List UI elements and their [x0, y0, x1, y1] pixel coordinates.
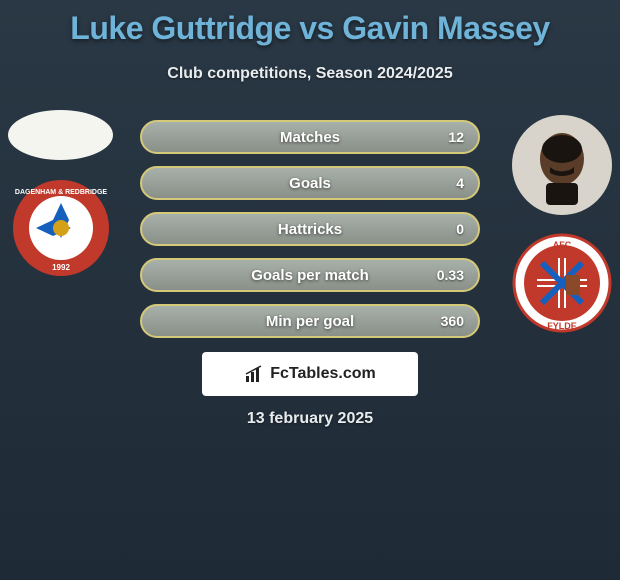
attribution-badge: FcTables.com — [202, 352, 418, 396]
chart-icon — [244, 364, 264, 384]
svg-text:DAGENHAM & REDBRIDGE: DAGENHAM & REDBRIDGE — [14, 189, 107, 196]
stat-bar: Min per goal 360 — [140, 304, 480, 338]
stat-value-right: 4 — [456, 175, 464, 191]
svg-text:AFC: AFC — [553, 240, 572, 250]
stat-value-right: 0 — [456, 221, 464, 237]
club-badge-left: DAGENHAM & REDBRIDGE 1992 — [11, 178, 111, 278]
stat-label: Goals — [289, 175, 331, 192]
date-text: 13 february 2025 — [247, 410, 373, 428]
svg-text:1992: 1992 — [52, 263, 70, 272]
stat-label: Goals per match — [251, 267, 369, 284]
stat-bar: Hattricks 0 — [140, 212, 480, 246]
player-avatar-right — [512, 115, 612, 215]
stat-value-right: 0.33 — [437, 267, 464, 283]
subtitle: Club competitions, Season 2024/2025 — [0, 65, 620, 83]
stat-bar: Matches 12 — [140, 120, 480, 154]
page-title: Luke Guttridge vs Gavin Massey — [0, 0, 620, 47]
left-column: DAGENHAM & REDBRIDGE 1992 — [8, 110, 113, 278]
stat-label: Matches — [280, 129, 340, 146]
attribution-text: FcTables.com — [270, 365, 376, 383]
stat-value-right: 12 — [448, 129, 464, 145]
club-badge-right: AFC FYLDE — [512, 233, 612, 333]
svg-text:FYLDE: FYLDE — [547, 321, 577, 331]
stat-bar: Goals 4 — [140, 166, 480, 200]
stat-value-right: 360 — [441, 313, 464, 329]
stat-bars: Matches 12 Goals 4 Hattricks 0 Goals per… — [140, 120, 480, 338]
stat-label: Hattricks — [278, 221, 342, 238]
right-column: AFC FYLDE — [512, 115, 612, 333]
player-avatar-left — [8, 110, 113, 160]
stat-label: Min per goal — [266, 313, 354, 330]
stat-bar: Goals per match 0.33 — [140, 258, 480, 292]
